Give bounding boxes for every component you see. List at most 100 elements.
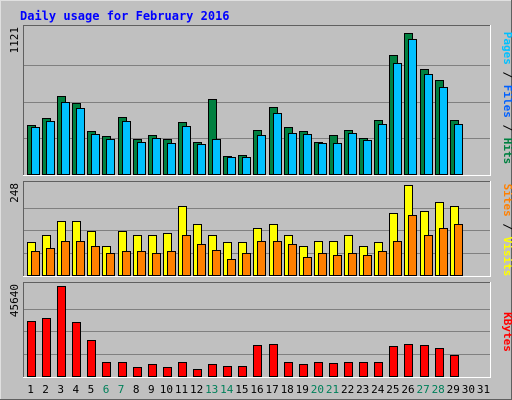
legend-panel-3: KBytes (501, 312, 512, 352)
bar-files-day-13 (212, 139, 221, 175)
x-tick-day-20: 20 (311, 383, 324, 396)
bar-kbytes-day-10 (163, 367, 172, 377)
bar-kbytes-day-18 (284, 362, 293, 377)
bar-sites-day-23 (363, 255, 372, 276)
bar-kbytes-day-13 (208, 364, 217, 377)
bar-sites-day-17 (273, 241, 282, 276)
bar-sites-day-19 (303, 257, 312, 276)
x-tick-day-10: 10 (160, 383, 173, 396)
bar-files-day-25 (393, 63, 402, 175)
bar-sites-day-27 (424, 235, 433, 276)
x-tick-day-24: 24 (371, 383, 385, 396)
bar-files-day-1 (31, 127, 40, 175)
bar-kbytes-day-9 (148, 364, 157, 377)
bar-kbytes-day-21 (329, 363, 338, 377)
legend-sites: Sites (501, 184, 512, 217)
bar-kbytes-day-19 (299, 364, 308, 377)
bar-sites-day-8 (137, 251, 146, 276)
bar-files-day-22 (348, 133, 357, 175)
panel-visits-sites: 248 (8, 181, 491, 277)
bar-sites-day-26 (408, 215, 417, 276)
y-max-label: 45640 (8, 284, 21, 317)
bar-kbytes-day-23 (359, 362, 368, 377)
bar-files-day-12 (197, 144, 206, 175)
legend-hits: Hits (501, 138, 512, 165)
bar-sites-day-11 (182, 235, 191, 276)
x-tick-day-2: 2 (42, 383, 49, 396)
bar-sites-day-28 (439, 228, 448, 276)
bar-kbytes-day-14 (223, 366, 232, 377)
svg-text:Sites / Visits: Sites / Visits (501, 184, 512, 277)
chart-title: Daily usage for February 2016 (20, 9, 230, 23)
legend-panel-1: Pages / Files / Hits (501, 32, 512, 165)
bar-sites-day-3 (61, 241, 70, 276)
x-tick-day-28: 28 (432, 383, 445, 396)
bar-kbytes-day-6 (102, 362, 111, 377)
legend-panel-2: Sites / Visits (501, 184, 512, 277)
bar-kbytes-day-26 (404, 344, 413, 377)
bar-kbytes-day-25 (389, 346, 398, 377)
x-axis-labels: 1 2 3 4 5 6 7 8 9 10 11 12 13 14 15 16 17 18 19 20 21 22 23 24 2… (27, 383, 490, 396)
x-tick-day-27: 27 (416, 383, 429, 396)
bar-sites-day-18 (288, 244, 297, 276)
bar-files-day-3 (61, 102, 70, 175)
bar-sites-day-1 (31, 251, 40, 276)
x-tick-day-9: 9 (148, 383, 155, 396)
bar-kbytes-day-17 (269, 344, 278, 377)
x-tick-day-25: 25 (386, 383, 399, 396)
bar-files-day-19 (303, 134, 312, 175)
bar-files-day-29 (454, 124, 463, 175)
legend-visits: Visits (501, 237, 512, 277)
x-tick-day-18: 18 (281, 383, 294, 396)
bar-kbytes-day-11 (178, 362, 187, 377)
chart-panels: 1121 248 45640 (8, 25, 491, 378)
bar-kbytes-day-16 (253, 345, 262, 377)
y-max-label: 248 (8, 183, 21, 203)
x-tick-day-11: 11 (175, 383, 188, 396)
bar-files-day-24 (378, 124, 387, 175)
x-tick-day-31: 31 (477, 383, 490, 396)
panel-kbytes: 45640 (8, 282, 491, 378)
bar-sites-day-12 (197, 244, 206, 276)
x-tick-day-1: 1 (27, 383, 34, 396)
x-tick-day-22: 22 (341, 383, 354, 396)
bar-sites-day-16 (257, 241, 266, 276)
bar-kbytes-day-28 (435, 348, 444, 377)
bar-sites-day-21 (333, 255, 342, 276)
bar-kbytes-day-7 (118, 362, 127, 377)
bar-files-day-16 (257, 135, 266, 175)
x-tick-day-7: 7 (118, 383, 125, 396)
bar-sites-day-15 (242, 253, 251, 276)
x-tick-day-3: 3 (57, 383, 64, 396)
x-tick-day-17: 17 (265, 383, 278, 396)
bar-sites-day-29 (454, 224, 463, 276)
bar-kbytes-day-2 (42, 318, 51, 377)
x-tick-day-30: 30 (462, 383, 475, 396)
bar-sites-day-5 (91, 246, 100, 276)
bar-files-day-5 (91, 134, 100, 175)
bar-files-day-10 (167, 143, 176, 175)
bar-sites-day-4 (76, 241, 85, 276)
x-tick-day-16: 16 (250, 383, 263, 396)
bar-files-day-6 (106, 139, 115, 175)
bar-files-day-8 (137, 142, 146, 175)
x-tick-day-26: 26 (401, 383, 414, 396)
bar-kbytes-day-5 (87, 340, 96, 377)
bar-files-day-11 (182, 126, 191, 175)
bar-sites-day-13 (212, 250, 221, 276)
bar-kbytes-day-1 (27, 321, 36, 377)
bar-files-day-15 (242, 157, 251, 175)
bar-sites-day-14 (227, 259, 236, 276)
bar-sites-day-25 (393, 241, 402, 276)
x-tick-day-21: 21 (326, 383, 339, 396)
x-tick-day-19: 19 (296, 383, 309, 396)
x-tick-day-15: 15 (235, 383, 248, 396)
svg-text:Pages / Files / Hits: Pages / Files / Hits (501, 32, 512, 165)
x-tick-day-8: 8 (133, 383, 140, 396)
bar-kbytes-day-12 (193, 369, 202, 377)
bar-files-day-27 (424, 74, 433, 175)
bar-kbytes-day-3 (57, 286, 66, 377)
bar-files-day-17 (273, 113, 282, 175)
bar-files-day-7 (122, 121, 131, 175)
